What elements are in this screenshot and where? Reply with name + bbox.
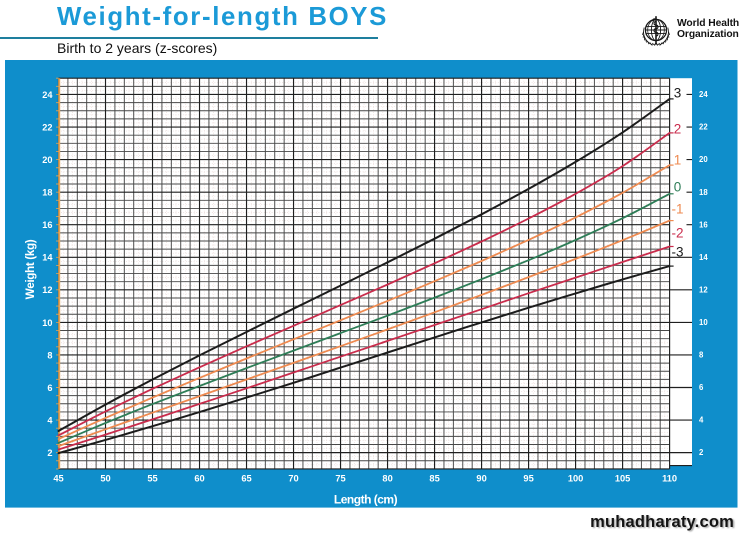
svg-text:14: 14 [699, 253, 708, 262]
svg-text:18: 18 [42, 188, 52, 198]
svg-text:Weight (kg): Weight (kg) [23, 239, 37, 299]
svg-text:-1: -1 [671, 202, 683, 217]
svg-text:6: 6 [699, 383, 704, 392]
svg-text:1: 1 [674, 153, 682, 168]
svg-text:95: 95 [523, 473, 533, 483]
svg-text:12: 12 [42, 285, 52, 295]
svg-text:6: 6 [47, 383, 52, 393]
svg-text:0: 0 [674, 180, 682, 195]
svg-text:45: 45 [53, 473, 63, 483]
svg-text:14: 14 [42, 253, 53, 263]
svg-text:22: 22 [699, 123, 708, 132]
svg-text:18: 18 [699, 188, 708, 197]
svg-text:85: 85 [429, 473, 439, 483]
svg-text:75: 75 [335, 473, 345, 483]
svg-text:10: 10 [42, 318, 52, 328]
svg-text:22: 22 [42, 122, 52, 132]
svg-text:2: 2 [699, 448, 704, 457]
svg-text:105: 105 [615, 473, 631, 483]
svg-text:3: 3 [674, 86, 682, 101]
svg-text:2: 2 [47, 448, 52, 458]
svg-text:100: 100 [568, 473, 584, 483]
svg-text:24: 24 [699, 90, 708, 99]
svg-text:4: 4 [47, 416, 53, 426]
svg-text:90: 90 [476, 473, 486, 483]
svg-text:4: 4 [699, 416, 704, 425]
svg-text:80: 80 [382, 473, 392, 483]
svg-text:20: 20 [42, 155, 52, 165]
svg-text:55: 55 [147, 473, 157, 483]
svg-text:Length (cm): Length (cm) [334, 492, 398, 506]
svg-text:24: 24 [42, 90, 53, 100]
svg-text:12: 12 [699, 285, 708, 294]
svg-text:110: 110 [662, 473, 677, 483]
svg-text:8: 8 [47, 350, 52, 360]
svg-text:65: 65 [241, 473, 251, 483]
svg-text:16: 16 [42, 220, 52, 230]
svg-text:60: 60 [194, 473, 204, 483]
svg-text:16: 16 [699, 220, 708, 229]
svg-text:70: 70 [288, 473, 298, 483]
svg-text:2: 2 [674, 122, 682, 137]
svg-text:-3: -3 [671, 245, 683, 260]
svg-text:20: 20 [699, 155, 708, 164]
svg-text:-2: -2 [671, 226, 683, 241]
svg-text:8: 8 [699, 351, 704, 360]
svg-text:10: 10 [699, 318, 708, 327]
svg-text:50: 50 [100, 473, 110, 483]
